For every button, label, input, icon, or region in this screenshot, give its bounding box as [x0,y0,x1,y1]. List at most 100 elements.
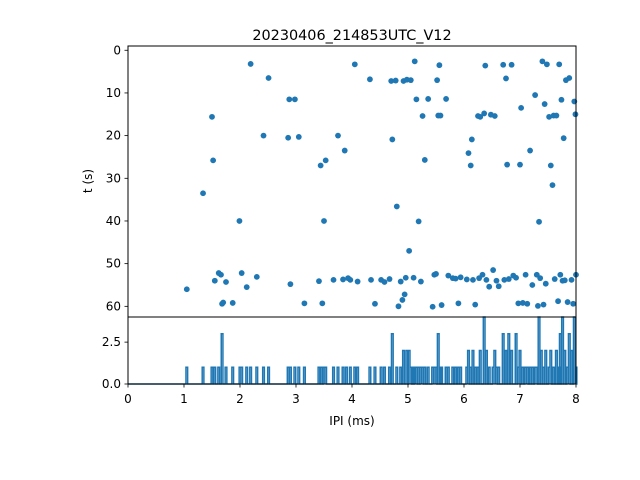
scatter-point [399,297,406,303]
scatter-point [395,303,402,310]
scatter-point [433,271,439,277]
scatter-point [486,283,493,290]
x-tick-label: 1 [180,392,188,406]
scatter-point [295,134,302,140]
x-tick-label: 2 [236,392,244,406]
scatter-point [407,77,414,84]
scatter-point [393,203,400,210]
scatter-point [503,75,509,82]
scatter-point [421,157,428,163]
scatter-y-axis-label: t (s) [81,169,95,193]
scatter-point [513,274,519,281]
histogram-y-axis-ticks: 0.0 2.5 [102,335,128,391]
scatter-point [223,279,229,285]
scatter-point [477,113,484,120]
scatter-point [556,61,563,68]
scatter-point [542,280,549,287]
scatter-point [541,101,548,107]
scatter-point [457,274,464,281]
scatter-point [517,161,523,168]
scatter-point [508,61,515,68]
scatter-point [546,113,553,120]
scatter-point [218,271,224,278]
scatter-y-tick-label: 20 [106,129,121,143]
scatter-point [505,276,512,282]
scatter-point [540,301,547,308]
scatter-point [501,276,508,283]
scatter-point [470,276,476,283]
scatter-point [397,278,404,285]
scatter-point [483,276,490,283]
scatter-point [536,218,542,225]
scatter-point [238,270,245,276]
scatter-point [551,276,558,282]
scatter-point [532,92,539,98]
scatter-point [253,273,260,280]
scatter-point [553,112,560,119]
scatter-point [425,96,432,102]
x-tick-label: 7 [516,392,524,406]
scatter-point [568,276,575,283]
scatter-point [518,104,525,111]
scatter-point [367,76,373,83]
scatter-y-tick-label: 10 [106,86,121,100]
scatter-point [260,132,267,139]
scatter-point [529,282,536,288]
scatter-point [388,78,395,84]
scatter-point [429,303,436,310]
scatter-point [354,278,361,285]
scatter-point [392,77,399,84]
scatter-point [481,110,488,117]
scatter-point [452,275,459,282]
scatter-point [468,136,475,143]
scatter-point [500,61,507,68]
scatter-point [415,218,422,225]
histogram-y-tick-label: 0.0 [102,377,121,391]
scatter-point [406,247,413,254]
scatter-points [183,58,579,310]
scatter-panel: 0 10 20 30 40 50 60 t (s) [81,43,579,318]
scatter-point [472,301,479,308]
scatter-point [436,62,443,69]
scatter-point [209,113,215,120]
scatter-point [566,75,573,81]
histogram-y-tick-label: 2.5 [102,335,121,349]
histogram-x-axis-ticks: 0 1 2 3 4 5 6 7 8 [124,384,580,406]
scatter-point [564,299,571,305]
scatter-point [211,277,218,284]
scatter-point [417,278,424,285]
x-axis-label: IPI (ms) [329,414,374,428]
scatter-point [515,300,522,307]
scatter-point [285,134,292,141]
scatter-point [560,135,567,142]
scatter-point [522,271,529,278]
scatter-point [220,299,227,306]
scatter-point [401,291,408,298]
scatter-point [335,132,341,139]
scatter-y-tick-label: 50 [106,257,121,271]
scatter-point [183,286,190,293]
scatter-point [368,276,374,283]
scatter-point [381,279,388,285]
scatter-point [410,274,417,281]
scatter-point [455,300,462,307]
scatter-point [539,58,546,65]
scatter-point [319,300,326,307]
scatter-point [351,61,358,68]
scatter-point [524,300,531,307]
scatter-point [236,218,243,224]
scatter-point [549,182,556,189]
scatter-point [527,147,533,154]
x-tick-label: 6 [460,392,468,406]
scatter-point [229,300,236,306]
scatter-point [321,218,327,224]
scatter-y-tick-label: 0 [113,43,121,57]
scatter-point [572,111,579,118]
scatter-point [389,136,396,143]
scatter-point [558,96,565,103]
scatter-point [491,113,498,119]
scatter-point [504,161,511,168]
scatter-point [402,274,409,281]
scatter-point [557,271,564,278]
